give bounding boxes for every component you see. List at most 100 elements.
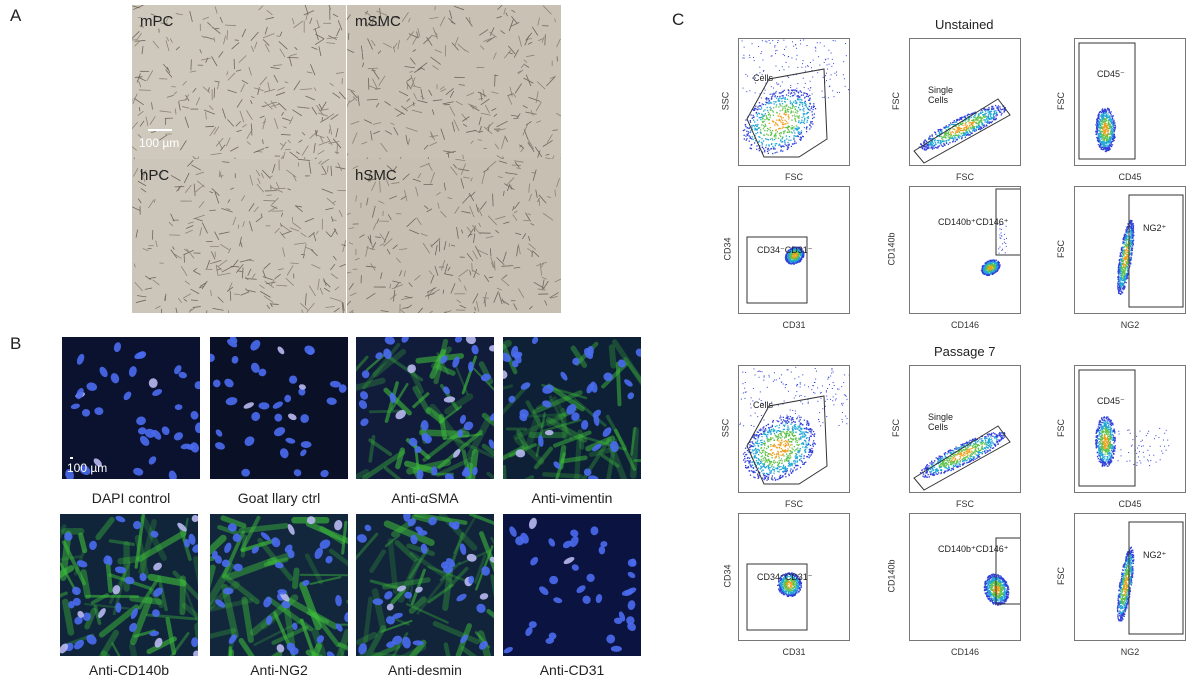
y-axis-label: CD34 (722, 564, 733, 588)
y-axis-label: FSC (891, 92, 901, 110)
caption-anti-cd140b: Anti-CD140b (88, 662, 170, 678)
flow-plot-scatter (1078, 42, 1136, 160)
caption-anti-desmin: Anti-desmin (388, 662, 462, 678)
caption-anti-ng2: Anti-NG2 (250, 662, 308, 678)
x-axis-label: CD45 (1118, 172, 1142, 182)
x-axis-label: CD31 (782, 320, 806, 330)
y-axis-label: FSC (1056, 419, 1066, 437)
fluorescence-texture (356, 337, 494, 479)
gate-label: CD45⁻ (1097, 396, 1125, 406)
fluorescence-image-6 (210, 514, 348, 656)
fluorescence-image-3 (356, 337, 494, 479)
brightfield-texture (347, 159, 561, 313)
flow-plot-scatter (739, 366, 849, 485)
y-axis-label: CD140b (886, 232, 897, 266)
fluorescence-texture (62, 337, 200, 479)
flow-plot: Cells FSC SSC (720, 365, 850, 509)
flow-plot-frame: Single Cells (909, 38, 1021, 166)
y-axis-label: SSC (720, 418, 731, 438)
flow-plot-scatter (1116, 521, 1184, 635)
brightfield-texture (132, 5, 346, 159)
section-title-passage-7: Passage 7 (934, 344, 996, 359)
gate-label: Single Cells (928, 85, 954, 105)
gate-label: Cells (753, 400, 774, 410)
y-axis-label: CD34 (722, 237, 733, 261)
flow-plot-scatter (741, 39, 849, 158)
panel-letter-b: B (10, 334, 22, 353)
flow-plot-frame: CD45⁻ (1074, 365, 1186, 493)
scale-bar-label: 100 µm (139, 136, 180, 150)
flow-plot-frame: Cells (738, 38, 850, 166)
gate-label: CD140b⁺CD146⁺ (938, 217, 1009, 227)
flow-plot-scatter (983, 537, 1020, 606)
tile-label-msmc: mSMC (355, 13, 401, 30)
flow-plot-scatter (980, 188, 1020, 277)
fluorescence-image-8 (503, 514, 641, 656)
y-axis-label: CD140b (886, 559, 897, 593)
flow-plot-frame: Cells (738, 365, 850, 493)
flow-plot: Single Cells FSC FSC (891, 365, 1021, 509)
brightfield-texture (132, 159, 346, 313)
gate-label: CD140b⁺CD146⁺ (938, 544, 1009, 554)
flow-plot-frame: CD140b⁺CD146⁺ (909, 513, 1021, 641)
x-axis-label: NG2 (1120, 647, 1140, 657)
y-axis-label: SSC (720, 91, 731, 111)
flow-plot: Single Cells FSC FSC (891, 38, 1021, 182)
x-axis-label: CD31 (782, 647, 806, 657)
gate-label: CD34⁻CD31⁻ (757, 572, 813, 582)
fluorescence-image-5 (60, 514, 198, 656)
flow-plot: CD45⁻ CD45 FSC (1056, 38, 1186, 182)
flow-plot: CD140b⁺CD146⁺ CD146 CD140b (887, 513, 1021, 657)
x-axis-label: FSC (956, 172, 974, 182)
brightfield-tile-msmc: mSMC (347, 5, 561, 159)
flow-plot: CD45⁻ CD45 FSC (1056, 365, 1186, 509)
fluorescence-texture (356, 514, 494, 656)
flow-plot: CD34⁻CD31⁻ CD31 CD34 (723, 513, 850, 657)
flow-plot-scatter (746, 236, 808, 304)
x-axis-label: FSC (785, 172, 803, 182)
panel-letter-a: A (10, 6, 22, 25)
flow-plot-scatter (913, 98, 1011, 164)
flow-plot-scatter (1078, 369, 1170, 487)
flow-plot-frame: Single Cells (909, 365, 1021, 493)
fluorescence-image-2 (210, 337, 348, 479)
panel-a-brightfield-grid: mPC 100 µm mSMC hPC hSMC (132, 5, 561, 313)
brightfield-tile-hsmc: hSMC (347, 159, 561, 313)
x-axis-label: CD146 (950, 320, 979, 330)
fluorescence-texture (210, 514, 348, 656)
x-axis-label: FSC (785, 499, 803, 509)
scale-bar (148, 129, 172, 131)
y-axis-label: FSC (1056, 240, 1066, 258)
scale-bar-label: 100 µm (67, 461, 108, 475)
caption-anti-vimentin: Anti-vimentin (531, 490, 613, 506)
caption-goat-ctrl: Goat llary ctrl (237, 490, 321, 506)
x-axis-label: FSC (956, 499, 974, 509)
flow-plot-scatter (746, 563, 808, 631)
fluorescence-image-1: 100 µm (62, 337, 200, 479)
flow-plot-frame: CD34⁻CD31⁻ (738, 186, 850, 314)
flow-plot-frame: CD45⁻ (1074, 38, 1186, 166)
flow-plot: NG2⁺ NG2 FSC (1056, 513, 1186, 657)
brightfield-tile-mpc: mPC 100 µm (132, 5, 346, 159)
caption-anti-asma: Anti-αSMA (391, 490, 459, 506)
fluorescence-image-4 (503, 337, 641, 479)
panel-letter-c: C (672, 10, 685, 29)
gate-label: CD45⁻ (1097, 69, 1125, 79)
flow-plot-frame: NG2⁺ (1074, 186, 1186, 314)
caption-dapi-control: DAPI control (91, 490, 171, 506)
fluorescence-texture (60, 514, 198, 656)
y-axis-label: FSC (1056, 92, 1066, 110)
brightfield-tile-hpc: hPC (132, 159, 346, 313)
gate-label: CD34⁻CD31⁻ (757, 245, 813, 255)
section-title-unstained: Unstained (935, 17, 994, 32)
tile-label-hpc: hPC (140, 167, 170, 184)
x-axis-label: CD146 (950, 647, 979, 657)
fluorescence-texture (503, 337, 641, 479)
fluorescence-texture (503, 514, 641, 656)
fluorescence-image-7 (356, 514, 494, 656)
brightfield-texture (347, 5, 561, 159)
x-axis-label: CD45 (1118, 499, 1142, 509)
flow-plot-frame: NG2⁺ (1074, 513, 1186, 641)
gate-label: Single Cells (928, 412, 954, 432)
caption-anti-cd31: Anti-CD31 (539, 662, 605, 678)
